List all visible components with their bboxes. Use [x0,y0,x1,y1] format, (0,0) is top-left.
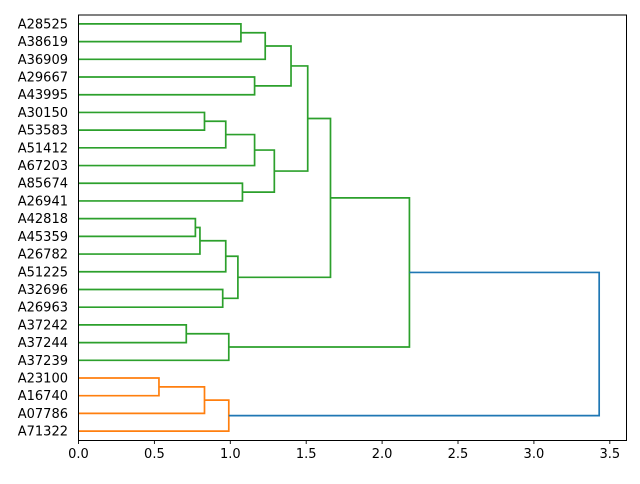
leaf-label: A51225 [18,265,68,280]
x-tick-label: 3.0 [524,447,545,462]
dendrogram-link [228,271,601,417]
leaf-label: A43995 [18,88,68,103]
leaf-label: A51412 [18,141,68,156]
dendrogram-link [228,197,411,348]
leaf-label: A53583 [18,124,68,139]
leaf-label: A71322 [18,425,68,440]
dendrogram-link [78,111,206,131]
leaf-label: A37244 [18,336,68,351]
leaf-label: A30150 [18,106,68,121]
leaf-label: A42818 [18,212,68,227]
x-tick-label: 1.0 [220,447,241,462]
leaf-label: A16740 [18,389,68,404]
x-tick-label: 1.5 [296,447,317,462]
x-tick-label: 0.0 [68,447,89,462]
x-tick-label: 2.0 [372,447,393,462]
leaf-label: A45359 [18,230,68,245]
dendrogram-link [78,377,160,397]
leaf-label: A28525 [18,17,68,32]
dendrogram-link [78,324,188,344]
leaf-label: A32696 [18,283,68,298]
leaf-label: A36909 [18,53,68,68]
leaf-label: A37242 [18,318,68,333]
x-tick-label: 3.5 [599,447,620,462]
leaf-label: A26963 [18,301,68,316]
dendrogram-link [78,226,201,255]
leaf-label: A26941 [18,194,68,209]
plot-border [78,14,627,441]
leaf-label: A23100 [18,372,68,387]
x-tick-label: 2.5 [448,447,469,462]
leaf-label: A85674 [18,177,68,192]
leaf-label: A67203 [18,159,68,174]
leaf-label: A07786 [18,407,68,422]
leaf-label: A38619 [18,35,68,50]
leaf-label: A26782 [18,248,68,263]
dendrogram-link [78,386,206,415]
leaf-label: A29667 [18,71,68,86]
leaf-label: A37239 [18,354,68,369]
dendrogram-link [78,217,197,238]
x-tick-label: 0.5 [144,447,165,462]
